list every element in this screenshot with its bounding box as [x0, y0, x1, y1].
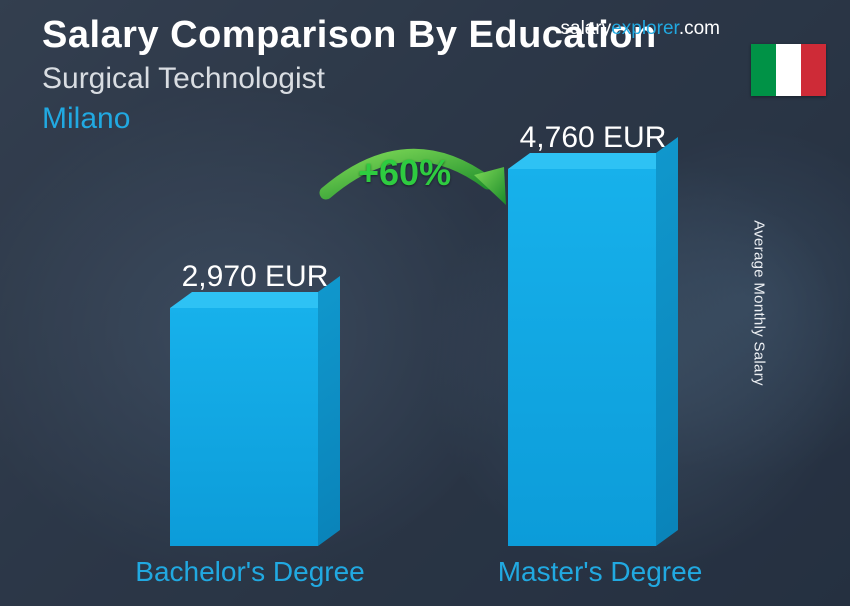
bar-label-bachelors: Bachelor's Degree [120, 556, 380, 588]
infographic-content: Salary Comparison By Education Surgical … [0, 0, 850, 606]
job-title: Surgical Technologist [42, 62, 325, 96]
flag-stripe-green [751, 44, 776, 96]
brand-logo: salaryexplorer.com [561, 18, 720, 40]
brand-part-2: explorer [611, 18, 679, 39]
country-flag-italy [751, 44, 826, 96]
brand-part-3: .com [679, 18, 720, 39]
bar-front-face [170, 308, 318, 546]
bar-body-masters [508, 169, 678, 546]
bar-body-bachelors [170, 308, 340, 546]
bar-side-face [656, 137, 678, 546]
bar-chart: 2,970 EUR 4,760 EUR Bachelor's Degree Ma… [0, 126, 850, 606]
brand-part-1: salary [561, 18, 612, 39]
flag-stripe-red [801, 44, 826, 96]
bar-label-masters: Master's Degree [470, 556, 730, 588]
bar-top-face [170, 291, 340, 309]
bar-top-face [508, 152, 678, 170]
bar-front-face [508, 169, 656, 546]
flag-stripe-white [776, 44, 801, 96]
bar-side-face [318, 276, 340, 546]
